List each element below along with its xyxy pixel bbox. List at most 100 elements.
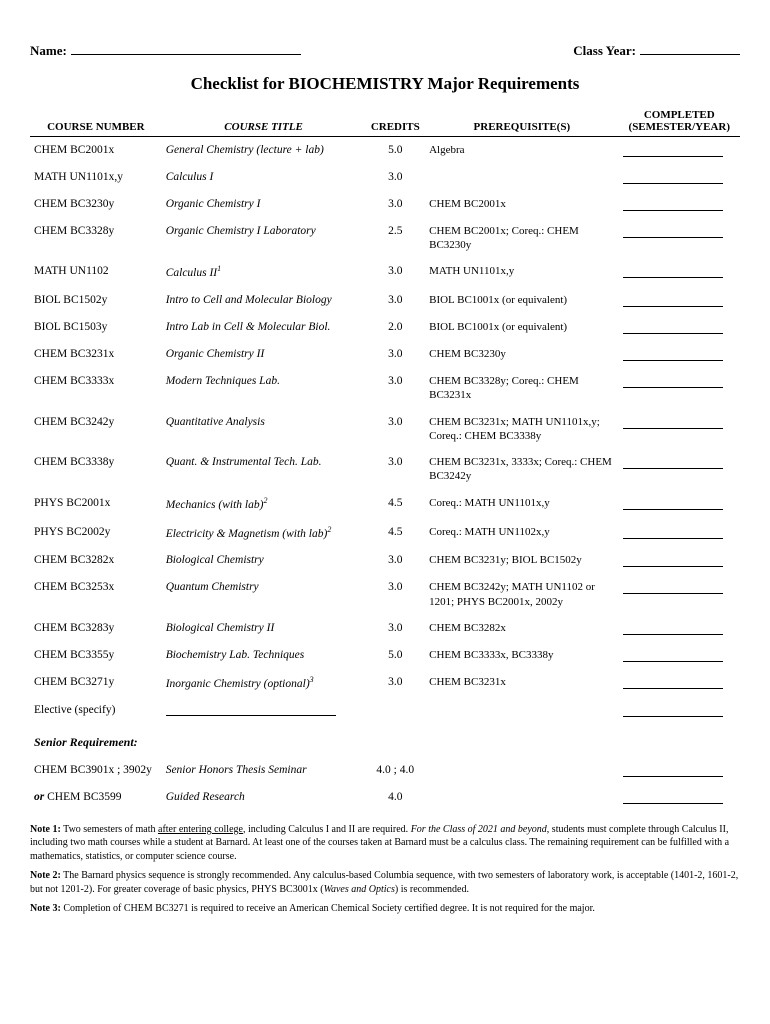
table-row: CHEM BC3355yBiochemistry Lab. Techniques… [30, 642, 740, 669]
completed-cell [619, 191, 740, 218]
course-number: CHEM BC3271y [30, 669, 162, 698]
completed-blank[interactable] [623, 347, 723, 361]
credits: 3.0 [365, 258, 425, 287]
completed-blank[interactable] [623, 648, 723, 662]
prerequisite: CHEM BC2001x; Coreq.: CHEM BC3230y [425, 218, 618, 259]
course-title: Quantitative Analysis [162, 409, 366, 450]
credits: 3.0 [365, 547, 425, 574]
completed-blank[interactable] [623, 763, 723, 777]
year-blank[interactable] [640, 40, 740, 55]
course-title: Intro to Cell and Molecular Biology [162, 287, 366, 314]
course-title: Organic Chemistry II [162, 341, 366, 368]
year-field: Class Year: [573, 40, 740, 59]
notes-section: Note 1: Two semesters of math after ente… [30, 823, 740, 916]
completed-cell [619, 757, 740, 784]
table-row: BIOL BC1503yIntro Lab in Cell & Molecula… [30, 314, 740, 341]
credits: 4.0 [365, 784, 425, 811]
completed-cell [619, 697, 740, 727]
table-row: MATH UN1101x,yCalculus I3.0 [30, 164, 740, 191]
course-title: Electricity & Magnetism (with lab)2 [162, 519, 366, 548]
completed-cell [619, 519, 740, 548]
credits: 3.0 [365, 191, 425, 218]
name-label: Name: [30, 43, 67, 59]
completed-blank[interactable] [623, 580, 723, 594]
col-prereq: PREREQUISITE(S) [425, 106, 618, 137]
course-title: Quant. & Instrumental Tech. Lab. [162, 449, 366, 490]
credits: 4.5 [365, 519, 425, 548]
completed-blank[interactable] [623, 621, 723, 635]
course-number: CHEM BC3338y [30, 449, 162, 490]
completed-blank[interactable] [623, 320, 723, 334]
completed-blank[interactable] [623, 374, 723, 388]
page-title: Checklist for BIOCHEMISTRY Major Require… [30, 74, 740, 94]
table-row: MATH UN1102Calculus II13.0MATH UN1101x,y [30, 258, 740, 287]
prerequisite [425, 697, 618, 727]
completed-blank[interactable] [623, 143, 723, 157]
course-title: Organic Chemistry I Laboratory [162, 218, 366, 259]
completed-blank[interactable] [623, 455, 723, 469]
completed-cell [619, 218, 740, 259]
prerequisite: CHEM BC3231x, 3333x; Coreq.: CHEM BC3242… [425, 449, 618, 490]
course-number: CHEM BC3242y [30, 409, 162, 450]
prerequisite: MATH UN1101x,y [425, 258, 618, 287]
table-row: CHEM BC3231xOrganic Chemistry II3.0CHEM … [30, 341, 740, 368]
course-number: CHEM BC3253x [30, 574, 162, 615]
table-row: CHEM BC3282xBiological Chemistry3.0CHEM … [30, 547, 740, 574]
completed-cell [619, 547, 740, 574]
table-row: or CHEM BC3599Guided Research4.0 [30, 784, 740, 811]
course-title: Mechanics (with lab)2 [162, 490, 366, 519]
checklist-table: COURSE NUMBER COURSE TITLE CREDITS PRERE… [30, 106, 740, 811]
table-row: CHEM BC3283yBiological Chemistry II3.0CH… [30, 615, 740, 642]
note-1: Note 1: Two semesters of math after ente… [30, 823, 740, 864]
completed-blank[interactable] [623, 525, 723, 539]
prerequisite: Algebra [425, 137, 618, 164]
prerequisite: CHEM BC3231y; BIOL BC1502y [425, 547, 618, 574]
course-number: PHYS BC2001x [30, 490, 162, 519]
completed-blank[interactable] [623, 703, 723, 717]
credits: 3.0 [365, 669, 425, 698]
credits: 3.0 [365, 368, 425, 409]
completed-blank[interactable] [623, 553, 723, 567]
note-2: Note 2: The Barnard physics sequence is … [30, 869, 740, 896]
prerequisite: CHEM BC3242y; MATH UN1102 or 1201; PHYS … [425, 574, 618, 615]
course-title: Biological Chemistry [162, 547, 366, 574]
completed-blank[interactable] [623, 293, 723, 307]
senior-heading: Senior Requirement: [30, 727, 740, 757]
completed-blank[interactable] [623, 264, 723, 278]
prerequisite: CHEM BC3333x, BC3338y [425, 642, 618, 669]
credits [365, 697, 425, 727]
elective-blank[interactable] [166, 703, 336, 716]
completed-blank[interactable] [623, 197, 723, 211]
table-row: CHEM BC3230yOrganic Chemistry I3.0CHEM B… [30, 191, 740, 218]
course-number: CHEM BC3282x [30, 547, 162, 574]
prerequisite: CHEM BC3231x [425, 669, 618, 698]
col-credits: CREDITS [365, 106, 425, 137]
table-row: CHEM BC3328yOrganic Chemistry I Laborato… [30, 218, 740, 259]
prerequisite: Coreq.: MATH UN1101x,y [425, 490, 618, 519]
prerequisite: CHEM BC2001x [425, 191, 618, 218]
completed-blank[interactable] [623, 675, 723, 689]
course-number: CHEM BC3355y [30, 642, 162, 669]
course-number: CHEM BC3901x ; 3902y [30, 757, 162, 784]
table-row: PHYS BC2001xMechanics (with lab)24.5Core… [30, 490, 740, 519]
completed-blank[interactable] [623, 224, 723, 238]
prerequisite: CHEM BC3231x; MATH UN1101x,y; Coreq.: CH… [425, 409, 618, 450]
course-number: CHEM BC3283y [30, 615, 162, 642]
name-blank[interactable] [71, 40, 301, 55]
completed-blank[interactable] [623, 496, 723, 510]
course-title: Quantum Chemistry [162, 574, 366, 615]
completed-blank[interactable] [623, 415, 723, 429]
credits: 2.5 [365, 218, 425, 259]
completed-blank[interactable] [623, 790, 723, 804]
prerequisite: Coreq.: MATH UN1102x,y [425, 519, 618, 548]
course-number: PHYS BC2002y [30, 519, 162, 548]
completed-blank[interactable] [623, 170, 723, 184]
course-number: CHEM BC3230y [30, 191, 162, 218]
credits: 4.0 ; 4.0 [365, 757, 425, 784]
course-title: Organic Chemistry I [162, 191, 366, 218]
completed-cell [619, 642, 740, 669]
year-label: Class Year: [573, 43, 636, 59]
table-row: CHEM BC3253xQuantum Chemistry3.0CHEM BC3… [30, 574, 740, 615]
course-number: CHEM BC2001x [30, 137, 162, 164]
credits: 5.0 [365, 642, 425, 669]
